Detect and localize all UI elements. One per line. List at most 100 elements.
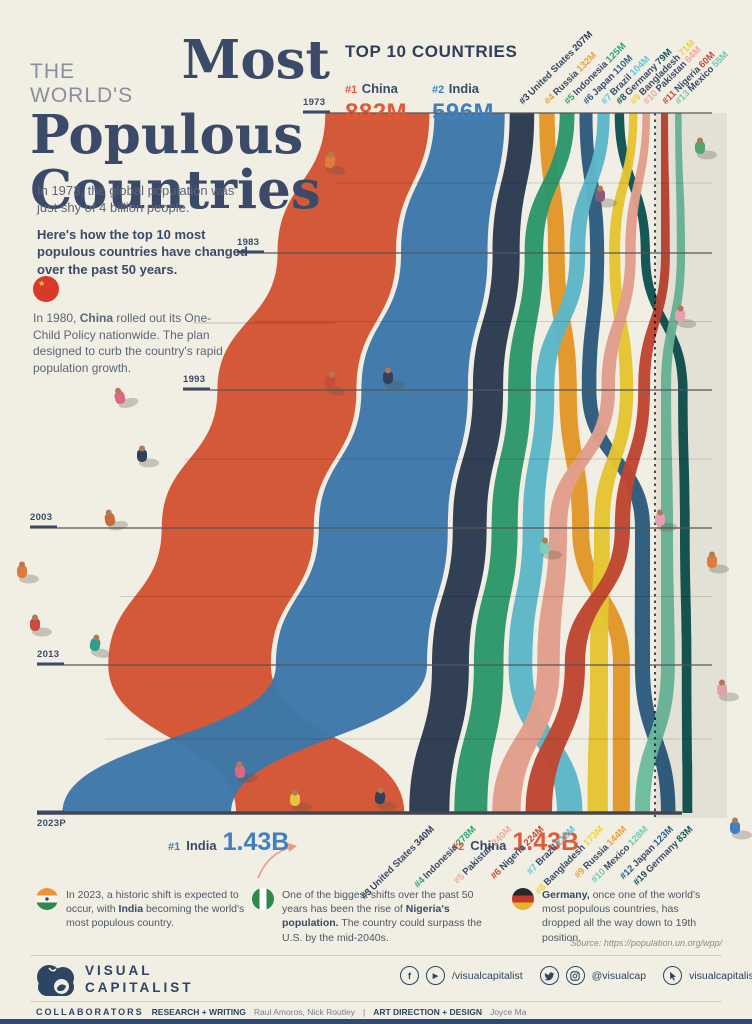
callout-germany-text2: once one of the world's most populous co… (542, 889, 701, 944)
callout-india: In 2023, a historic shift is expected to… (36, 888, 252, 931)
callout-nigeria: One of the biggest shifts over the past … (252, 888, 502, 945)
callout-india-text: In 2023, a historic shift is expected to… (66, 889, 239, 916)
india-rank-2023: #1 (168, 841, 181, 853)
bottom-accent-bar (0, 1019, 752, 1024)
china-value-1973: 882M (345, 99, 408, 126)
year-label-1973: 1973 (303, 97, 326, 108)
page-title-word2: Populous (30, 104, 304, 166)
person-figure (655, 509, 677, 532)
person-figure (730, 817, 752, 840)
person-figure (30, 614, 52, 637)
person-figure (374, 787, 397, 811)
title-block: THE WORLD'S Most Populous Countries (30, 34, 330, 218)
stream-mexico (634, 113, 686, 813)
stream-china (108, 113, 430, 813)
india-value-2023: 1.43B (222, 828, 290, 856)
cursor-icon[interactable] (663, 966, 683, 985)
brand-line2: CAPITALIST (85, 980, 194, 995)
china-name-2023: China (470, 838, 507, 853)
callout-germany: Germany, once one of the world's most po… (512, 888, 717, 945)
person-figure (717, 679, 739, 702)
brand-line1: VISUAL (85, 963, 153, 979)
person-figure (104, 509, 128, 531)
person-figure (114, 387, 139, 409)
india-rank-1973: #2 (432, 84, 445, 96)
callout-nigeria-bold: Nigeria's population. (282, 903, 450, 930)
stream-germany (614, 113, 693, 813)
person-figure (595, 185, 617, 208)
stream-united-states (409, 113, 535, 813)
callout-nigeria-text: One of the biggest shifts over the past … (282, 889, 474, 916)
callout-india-bold: India (118, 903, 144, 916)
social-handle-1[interactable]: /visualcapitalist (452, 969, 523, 982)
india-name-2023: India (186, 838, 217, 853)
china-note-text: In 1980, (33, 311, 80, 325)
stream-pakistan (492, 113, 650, 813)
china-rank-2023: #2 (452, 841, 465, 853)
year-label-2013: 2013 (37, 649, 60, 660)
intro-text: In 1973, the global population was just … (37, 182, 252, 278)
person-figure (540, 537, 562, 560)
vc-logo-icon (37, 965, 74, 996)
social-handle-2[interactable]: @visualcap (591, 969, 647, 982)
label-india-1973: #2 India 596M (432, 80, 494, 127)
youtube-icon[interactable]: ▶ (426, 966, 445, 985)
china-annotation: In 1980, China rolled out its One-Child … (33, 276, 233, 376)
footer-divider-bottom (30, 1001, 722, 1002)
callout-india-text2: becoming the world's most populous count… (66, 903, 245, 930)
china-note-text2: rolled out its One-Child Policy nationwi… (33, 311, 223, 375)
india-flag-icon (36, 888, 58, 910)
year-label-1993: 1993 (183, 374, 206, 385)
collaborators-label: COLLABORATORS (36, 1007, 144, 1017)
instagram-icon[interactable] (565, 966, 585, 985)
collaborators-row: COLLABORATORS RESEARCH + WRITING Raul Am… (36, 1007, 526, 1017)
callout-germany-bold: Germany, (542, 889, 590, 901)
names-design: Joyce Ma (490, 1007, 527, 1017)
person-figure (695, 137, 717, 160)
names-research: Raul Amoros, Nick Routley (253, 1007, 355, 1017)
role-research: RESEARCH + WRITING (151, 1007, 246, 1017)
india-name-1973: India (448, 81, 480, 96)
source-citation[interactable]: Source: https://population.un.org/wpp/ (570, 938, 722, 948)
person-figure (383, 367, 405, 390)
stream-bangladesh (587, 113, 638, 813)
person-figure (234, 761, 258, 783)
title-kicker: THE WORLD'S (30, 60, 134, 107)
stream-indonesia (454, 113, 575, 813)
facebook-icon[interactable]: f (400, 966, 419, 985)
nigeria-flag-icon (252, 888, 274, 910)
social-links: f ▶ /visualcapitalist @visualcap visualc… (400, 966, 752, 985)
india-value-1973: 596M (432, 99, 495, 126)
page-title-word3: Countries (30, 159, 321, 222)
label-china-1973: #1 China 882M (345, 80, 407, 127)
visual-capitalist-logo[interactable]: VISUAL CAPITALIST (36, 960, 194, 1000)
person-figure (89, 634, 111, 658)
year-label-2023P: 2023P (37, 818, 66, 829)
china-flag-icon (33, 276, 59, 302)
twitter-icon[interactable] (539, 966, 559, 985)
role-design: ART DIRECTION + DESIGN (373, 1007, 483, 1017)
year-label-2003: 2003 (30, 512, 53, 523)
footer-divider-top (30, 955, 722, 956)
person-figure (707, 551, 729, 574)
china-rank-1973: #1 (345, 84, 358, 96)
intro-paragraph-bold: Here's how the top 10 most populous coun… (37, 227, 248, 277)
intro-paragraph: In 1973, the global population was just … (37, 183, 235, 216)
stream-brazil (508, 113, 610, 813)
person-figure (324, 151, 346, 175)
chart-title: TOP 10 COUNTRIES (345, 42, 518, 61)
china-note-bold: China (79, 311, 114, 325)
stream-india (62, 113, 505, 813)
callout-nigeria-text2: The country could surpass the U.S. by th… (282, 917, 482, 944)
person-figure (137, 445, 159, 468)
page-title-word1: Most (181, 29, 330, 91)
label-india-2023: #1 India 1.43B (168, 828, 289, 857)
year-label-1983: 1983 (237, 237, 260, 248)
stream-russia (539, 113, 630, 813)
person-figure (290, 789, 312, 812)
social-website[interactable]: visualcapitalist.com (689, 969, 752, 982)
person-figure (674, 305, 697, 329)
person-figure (17, 561, 39, 584)
